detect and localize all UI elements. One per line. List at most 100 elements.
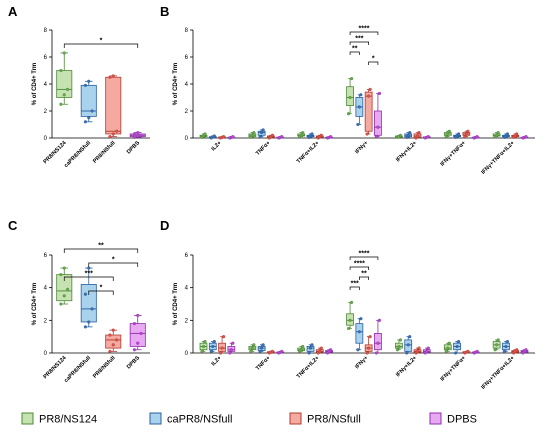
significance-bracket xyxy=(349,41,369,45)
x-tick-label: caPR8/NSfull xyxy=(63,355,92,384)
data-point xyxy=(310,132,314,136)
y-axis-label: % of CD4+ Trm xyxy=(173,283,179,326)
x-tick-label: caPR8/NSfull xyxy=(63,140,92,169)
data-point xyxy=(496,131,500,135)
data-point xyxy=(377,91,382,96)
data-point xyxy=(475,349,479,353)
data-point xyxy=(328,135,333,139)
panel-d: D 0 2 4 6 % of CD4+ Trm IL2+ TNFα+ TNFα+IL2+ IFNγ… xyxy=(160,218,535,391)
data-point xyxy=(132,132,137,136)
data-point xyxy=(220,346,224,350)
legend-swatch xyxy=(429,412,442,425)
x-tick-label: IFNγ+TNFα+IL2+ xyxy=(480,355,516,391)
significance-bracket xyxy=(349,256,379,260)
data-point xyxy=(301,131,305,135)
data-point xyxy=(426,135,430,139)
box xyxy=(129,323,146,347)
data-point xyxy=(447,341,451,345)
data-point xyxy=(136,134,140,138)
data-point xyxy=(252,343,256,347)
significance-label: **** xyxy=(354,261,365,268)
data-point xyxy=(252,131,256,135)
data-point xyxy=(377,318,382,322)
data-point xyxy=(108,135,112,139)
legend-label: PR8/NSfull xyxy=(307,414,361,426)
x-tick-label: PR8/NSfull xyxy=(92,355,117,380)
data-point xyxy=(455,344,459,349)
data-point xyxy=(457,132,461,136)
data-point xyxy=(249,349,253,353)
x-tick-label: TNFα+IL2+ xyxy=(296,355,321,380)
significance-bracket xyxy=(368,61,379,65)
data-point xyxy=(463,135,467,139)
data-point xyxy=(132,322,137,326)
data-point xyxy=(405,351,409,355)
data-point xyxy=(260,131,264,135)
data-point xyxy=(280,349,284,353)
x-tick-label: IFNγ+IL2+ xyxy=(395,355,419,379)
x-tick-label: IFNγ+TNFα+ xyxy=(440,355,468,383)
y-tick-label: 2 xyxy=(44,318,48,324)
box xyxy=(374,110,382,136)
data-point xyxy=(495,343,499,347)
data-point xyxy=(212,339,216,344)
significance-label: * xyxy=(112,257,115,264)
data-point xyxy=(367,346,371,350)
data-point xyxy=(136,313,140,318)
data-point xyxy=(139,133,143,137)
panel-letter: C xyxy=(8,218,18,233)
data-point xyxy=(408,131,412,135)
legend-item: caPR8/NSfull xyxy=(149,412,232,426)
x-tick-label: PR8/NS124 xyxy=(43,140,69,166)
significance-label: **** xyxy=(359,26,370,33)
data-point xyxy=(299,348,303,352)
data-point xyxy=(464,132,468,136)
data-point xyxy=(406,133,410,137)
data-point xyxy=(365,132,369,136)
data-point xyxy=(111,74,115,78)
data-point xyxy=(524,135,528,139)
box xyxy=(364,91,373,132)
data-point xyxy=(299,133,303,137)
y-tick-label: 2 xyxy=(44,109,48,115)
significance-bracket xyxy=(88,290,114,295)
data-point xyxy=(261,128,265,132)
data-point xyxy=(515,132,519,136)
data-point xyxy=(493,348,497,352)
data-point xyxy=(83,83,88,87)
significance-bracket xyxy=(349,31,379,35)
data-point xyxy=(453,351,458,355)
box xyxy=(80,283,97,323)
significance-label: * xyxy=(100,38,103,45)
data-point xyxy=(397,344,401,349)
data-point xyxy=(446,346,450,350)
data-point xyxy=(376,125,380,129)
data-point xyxy=(87,116,91,120)
data-point xyxy=(307,351,311,355)
x-tick-label: IL2+ xyxy=(211,355,224,368)
data-point xyxy=(415,134,420,138)
data-point xyxy=(348,95,352,100)
data-point xyxy=(250,133,254,137)
y-tick-label: 2 xyxy=(185,318,189,324)
data-point xyxy=(111,343,115,347)
legend-swatch xyxy=(149,412,162,425)
legend: PR8/NS124 caPR8/NSfull PR8/NSfull DPBS xyxy=(21,412,477,426)
significance-bracket xyxy=(349,51,360,55)
data-point xyxy=(368,87,372,91)
data-point xyxy=(87,79,91,83)
panel-b: B 0 2 4 6 8 % of CD4+ Trm IL2+ TNFα+ TNFα+IL2+ IFN… xyxy=(160,4,535,176)
data-point xyxy=(374,351,378,355)
y-tick-label: 4 xyxy=(185,82,189,88)
data-point xyxy=(350,300,354,304)
y-tick-label: 6 xyxy=(185,55,189,61)
data-point xyxy=(446,132,450,136)
legend-label: DPBS xyxy=(447,414,477,426)
data-point xyxy=(258,349,262,353)
data-point xyxy=(524,348,528,352)
data-point xyxy=(261,343,265,347)
data-point xyxy=(504,344,508,349)
data-point xyxy=(466,129,470,133)
data-point xyxy=(270,349,275,353)
data-point xyxy=(250,346,254,350)
